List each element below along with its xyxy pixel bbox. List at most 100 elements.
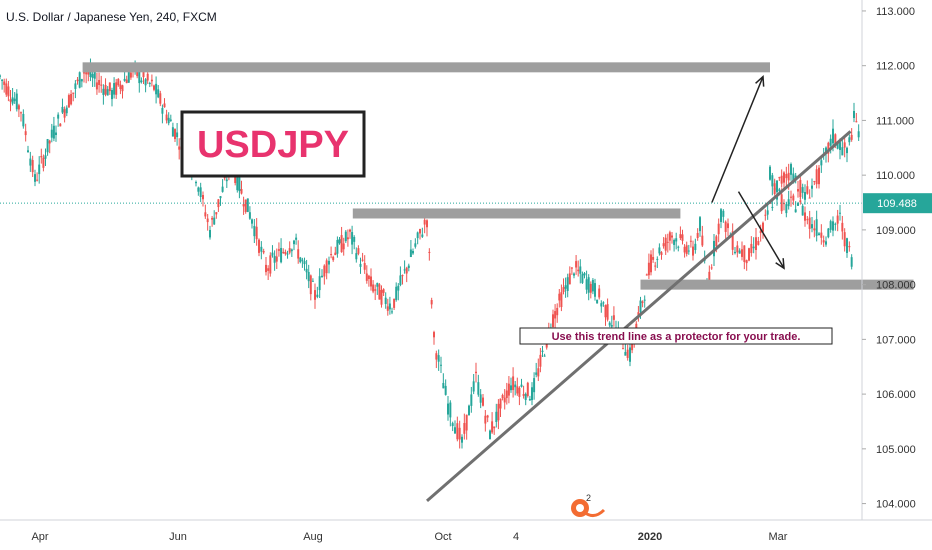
candle-body <box>461 436 463 443</box>
candle-body <box>140 80 143 83</box>
level-band[interactable] <box>640 279 914 290</box>
candle-body <box>20 112 22 114</box>
candle-body <box>178 146 181 150</box>
candle-body <box>846 147 848 154</box>
candle-body <box>656 258 659 260</box>
candle-body <box>412 250 414 254</box>
level-band[interactable] <box>82 62 771 73</box>
candle-body <box>311 280 314 282</box>
candle-body <box>808 217 811 229</box>
candle-body <box>776 195 778 200</box>
candle-body <box>531 387 533 401</box>
candle-body <box>736 245 739 253</box>
candle-body <box>244 199 247 212</box>
candle-body <box>727 223 729 229</box>
candle-body <box>801 187 804 193</box>
arrows-layer[interactable] <box>711 75 785 270</box>
y-tick-label: 113.000 <box>876 6 915 18</box>
candle-body <box>533 378 536 393</box>
candle-body <box>111 90 113 100</box>
candle-body <box>342 243 345 250</box>
candle-body <box>42 157 45 168</box>
candle-body <box>148 83 151 85</box>
candle-body <box>535 372 538 375</box>
candle-body <box>799 179 802 197</box>
candle-body <box>238 177 241 192</box>
trend-line-layer[interactable] <box>426 130 852 502</box>
candle-body <box>393 298 396 308</box>
candle-body <box>325 260 328 274</box>
candle-body <box>280 247 283 263</box>
candle-body <box>804 192 806 200</box>
candle-body <box>217 199 220 208</box>
level-band[interactable] <box>352 208 681 219</box>
candle-body <box>363 263 366 270</box>
candle-body <box>790 196 792 198</box>
annotation-box[interactable]: Use this trend line as a protector for y… <box>519 327 833 345</box>
candle-body <box>174 129 176 140</box>
candle-body <box>423 219 426 225</box>
candle-body <box>717 223 720 235</box>
candle-body <box>720 209 722 222</box>
candle-body <box>305 268 308 273</box>
candle-body <box>202 195 204 200</box>
candle-body <box>543 355 546 357</box>
candle-body <box>465 414 468 431</box>
candle-body <box>372 284 375 292</box>
candle-body <box>384 297 387 304</box>
candle-body <box>91 74 94 78</box>
y-tick-label: 107.000 <box>876 334 916 346</box>
candle-body <box>72 92 75 94</box>
candle-body <box>63 109 66 118</box>
candle-body <box>9 99 12 102</box>
arrow-shaft[interactable] <box>737 191 785 269</box>
y-axis[interactable]: 113.000 112.000 111.000 110.000 109.000 108.0… <box>862 6 916 511</box>
candle-body <box>123 78 126 81</box>
candle-body <box>330 254 333 256</box>
trend-line[interactable] <box>426 130 852 502</box>
candle-body <box>839 212 841 214</box>
candle-body <box>458 427 461 440</box>
candle-body <box>773 183 776 194</box>
candle-body <box>70 94 73 105</box>
arrow-shaft[interactable] <box>711 76 764 203</box>
x-axis[interactable]: Apr Jun Aug Oct 4 2020 Mar <box>31 531 787 543</box>
candle-body <box>731 231 734 250</box>
candle-body <box>419 229 421 234</box>
candle-body <box>433 332 435 338</box>
candle-body <box>815 169 818 185</box>
candle-body <box>524 393 527 401</box>
candle-body <box>647 262 650 276</box>
candle-body <box>503 397 506 403</box>
candle-body <box>159 93 162 104</box>
candle-body <box>421 234 424 237</box>
symbol-label-box[interactable]: USDJPY <box>180 110 366 178</box>
candle-body <box>681 234 684 241</box>
candle-body <box>687 250 690 252</box>
candle-body <box>240 189 243 194</box>
candle-body <box>395 286 398 300</box>
candle-body <box>414 243 417 247</box>
candle-body <box>1 79 4 82</box>
y-tick-label: 110.000 <box>876 170 915 182</box>
candle-body <box>36 179 39 181</box>
candle-body <box>295 237 298 240</box>
support-resistance-levels[interactable] <box>82 62 914 290</box>
candle-body <box>161 107 164 114</box>
candle-body <box>556 307 559 316</box>
candle-body <box>664 237 667 251</box>
y-tick-label: 105.000 <box>876 444 916 456</box>
x-tick-label: Apr <box>31 531 48 543</box>
candle-body <box>794 209 797 213</box>
watermark-logo: 2 <box>571 493 606 517</box>
candle-body <box>818 233 820 235</box>
candle-body <box>848 246 851 248</box>
candle-body <box>641 301 644 303</box>
candle-body <box>236 171 239 191</box>
candle-body <box>743 245 746 262</box>
candle-body <box>176 132 179 138</box>
candle-body <box>288 248 291 253</box>
candle-body <box>197 187 200 192</box>
candle-body <box>785 204 788 214</box>
